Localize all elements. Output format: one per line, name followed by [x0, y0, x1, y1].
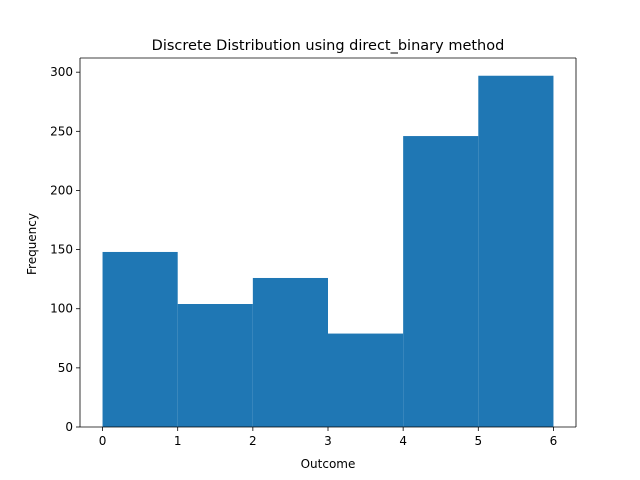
- histogram-bar-0: [102, 251, 178, 427]
- bars-group: [102, 75, 554, 428]
- x-tick-label: 4: [399, 434, 407, 448]
- y-tick-label: 250: [50, 124, 73, 138]
- y-tick-label: 0: [65, 420, 73, 434]
- x-tick-label: 3: [324, 434, 332, 448]
- x-tick-label: 1: [174, 434, 182, 448]
- histogram-bar-5: [478, 75, 554, 427]
- x-axis-label: Outcome: [301, 457, 356, 471]
- x-tick-label: 6: [550, 434, 558, 448]
- histogram-bar-3: [328, 333, 404, 427]
- x-tick-label: 5: [474, 434, 482, 448]
- x-tick-label: 0: [99, 434, 107, 448]
- y-tick-label: 100: [50, 302, 73, 316]
- x-tick-label: 2: [249, 434, 257, 448]
- y-tick-label: 150: [50, 243, 73, 257]
- y-tick-label: 50: [58, 361, 73, 375]
- chart-title: Discrete Distribution using direct_binar…: [152, 38, 505, 54]
- histogram-bar-1: [177, 304, 253, 427]
- histogram-bar-2: [252, 277, 328, 427]
- histogram-bar-4: [403, 136, 479, 428]
- y-axis-label: Frequency: [25, 213, 39, 275]
- y-tick-label: 200: [50, 183, 73, 197]
- y-tick-label: 300: [50, 65, 73, 79]
- axes-group: 0 1 2 3 4 5 6 0 50 100 150 200 250 300: [50, 57, 577, 448]
